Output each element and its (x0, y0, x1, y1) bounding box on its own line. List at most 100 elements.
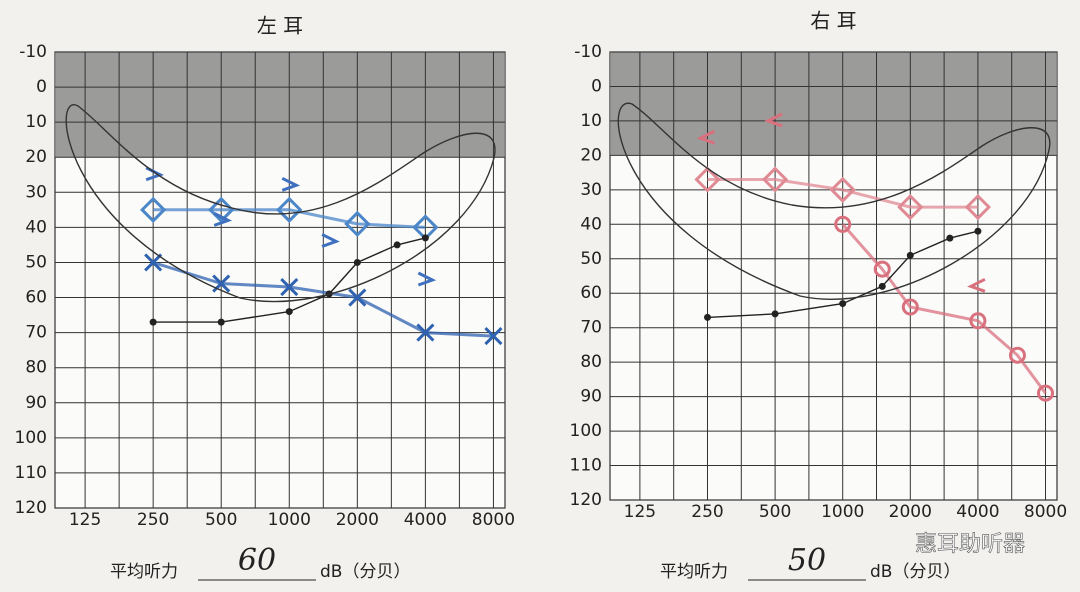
y-tick-label: 20 (25, 147, 47, 167)
y-tick-label: 60 (580, 283, 602, 303)
marker-x (280, 277, 299, 297)
marker-x (484, 327, 503, 346)
x-tick-label: 500 (205, 510, 237, 530)
y-tick-label: 50 (580, 249, 602, 269)
x-tick-label: 4000 (404, 510, 447, 530)
watermark: 惠耳助听器 (915, 532, 1025, 557)
marker-dot (946, 234, 954, 242)
marker-dot (421, 234, 429, 242)
marker-dot (703, 313, 711, 321)
marker-dot (353, 258, 361, 266)
y-tick-label: 30 (580, 180, 602, 200)
y-tick-label: 60 (25, 288, 47, 308)
y-tick-label: 0 (36, 77, 47, 97)
marker-x (416, 323, 435, 342)
y-tick-label: 40 (25, 217, 47, 237)
x-tick-label: 4000 (956, 502, 999, 522)
y-tick-label: 30 (25, 182, 47, 202)
marker-lt (696, 129, 716, 145)
marker-dot (393, 241, 401, 249)
speech-banana (65, 104, 496, 303)
y-tick-label: 90 (25, 393, 47, 413)
x-tick-label: 250 (137, 510, 169, 530)
marker-circle (969, 312, 987, 330)
marker-circle (1037, 384, 1055, 402)
y-tick-label: 120 (570, 490, 602, 510)
marker-dot (771, 310, 779, 318)
x-tick-label: 8000 (1024, 502, 1067, 522)
chart-title: 左 耳 (257, 14, 303, 38)
y-tick-label: 100 (15, 428, 47, 448)
x-tick-label: 500 (759, 502, 791, 522)
marker-lt (764, 112, 783, 128)
footer-label: 平均听力 (110, 562, 178, 582)
marker-gt (417, 271, 437, 287)
y-tick-label: 110 (570, 456, 602, 476)
y-tick-label: 80 (25, 358, 47, 378)
marker-dot (149, 318, 157, 326)
marker-x (348, 288, 367, 307)
y-tick-label: 10 (580, 111, 602, 131)
marker-dot (906, 251, 914, 259)
marker-circle (901, 298, 919, 316)
x-tick-label: 125 (69, 510, 101, 530)
marker-dot (974, 227, 982, 235)
x-tick-label: 250 (691, 502, 723, 522)
y-tick-label: 40 (580, 214, 602, 234)
x-tick-label: 1000 (821, 502, 864, 522)
x-tick-label: 2000 (889, 502, 932, 522)
marker-diamond (344, 210, 371, 237)
marker-circle (873, 260, 891, 278)
y-tick-label: 70 (580, 318, 602, 338)
marker-gt (281, 176, 301, 192)
series-line (153, 208, 426, 229)
speech-banana (617, 102, 1051, 300)
y-tick-label: 100 (570, 421, 602, 441)
series-line (707, 178, 978, 209)
y-tick-label: 10 (25, 112, 47, 132)
shaded-band (610, 52, 1057, 156)
y-tick-label: 50 (25, 252, 47, 272)
footer-label: 平均听力 (660, 562, 728, 582)
y-tick-label: 90 (580, 387, 602, 407)
marker-dot (839, 300, 847, 308)
marker-gt (321, 233, 340, 248)
y-tick-label: 120 (15, 498, 47, 518)
footer-value: 50 (788, 543, 826, 578)
marker-diamond (140, 196, 167, 223)
x-tick-label: 2000 (336, 510, 379, 530)
marker-lt (967, 277, 986, 293)
footer-value: 60 (238, 543, 276, 578)
x-tick-label: 125 (624, 502, 656, 522)
marker-diamond (276, 196, 303, 223)
x-tick-label: 1000 (268, 510, 311, 530)
marker-x (212, 274, 231, 293)
shaded-band (55, 52, 505, 158)
marker-dot (285, 308, 293, 316)
marker-dot (878, 282, 886, 290)
footer-unit: dB（分贝） (320, 562, 410, 582)
marker-circle (834, 215, 852, 233)
y-tick-label: 110 (15, 463, 47, 483)
series-line (152, 261, 494, 338)
marker-diamond (897, 193, 924, 221)
marker-x (144, 253, 163, 272)
marker-diamond (829, 176, 856, 203)
y-tick-label: 70 (25, 323, 47, 343)
marker-diamond (761, 166, 789, 193)
marker-circle (1008, 346, 1026, 364)
footer-unit: dB（分贝） (870, 562, 960, 582)
y-tick-label: 80 (580, 352, 602, 372)
chart-title: 右 耳 (810, 9, 856, 33)
marker-diamond (964, 193, 992, 221)
marker-diamond (208, 196, 235, 223)
marker-gt (213, 212, 233, 227)
y-tick-label: 0 (591, 76, 602, 96)
x-tick-label: 8000 (472, 510, 515, 530)
y-tick-label: 20 (580, 145, 602, 165)
y-tick-label: -10 (574, 42, 602, 62)
y-tick-label: -10 (19, 42, 47, 62)
marker-dot (217, 318, 225, 326)
marker-diamond (694, 166, 721, 193)
